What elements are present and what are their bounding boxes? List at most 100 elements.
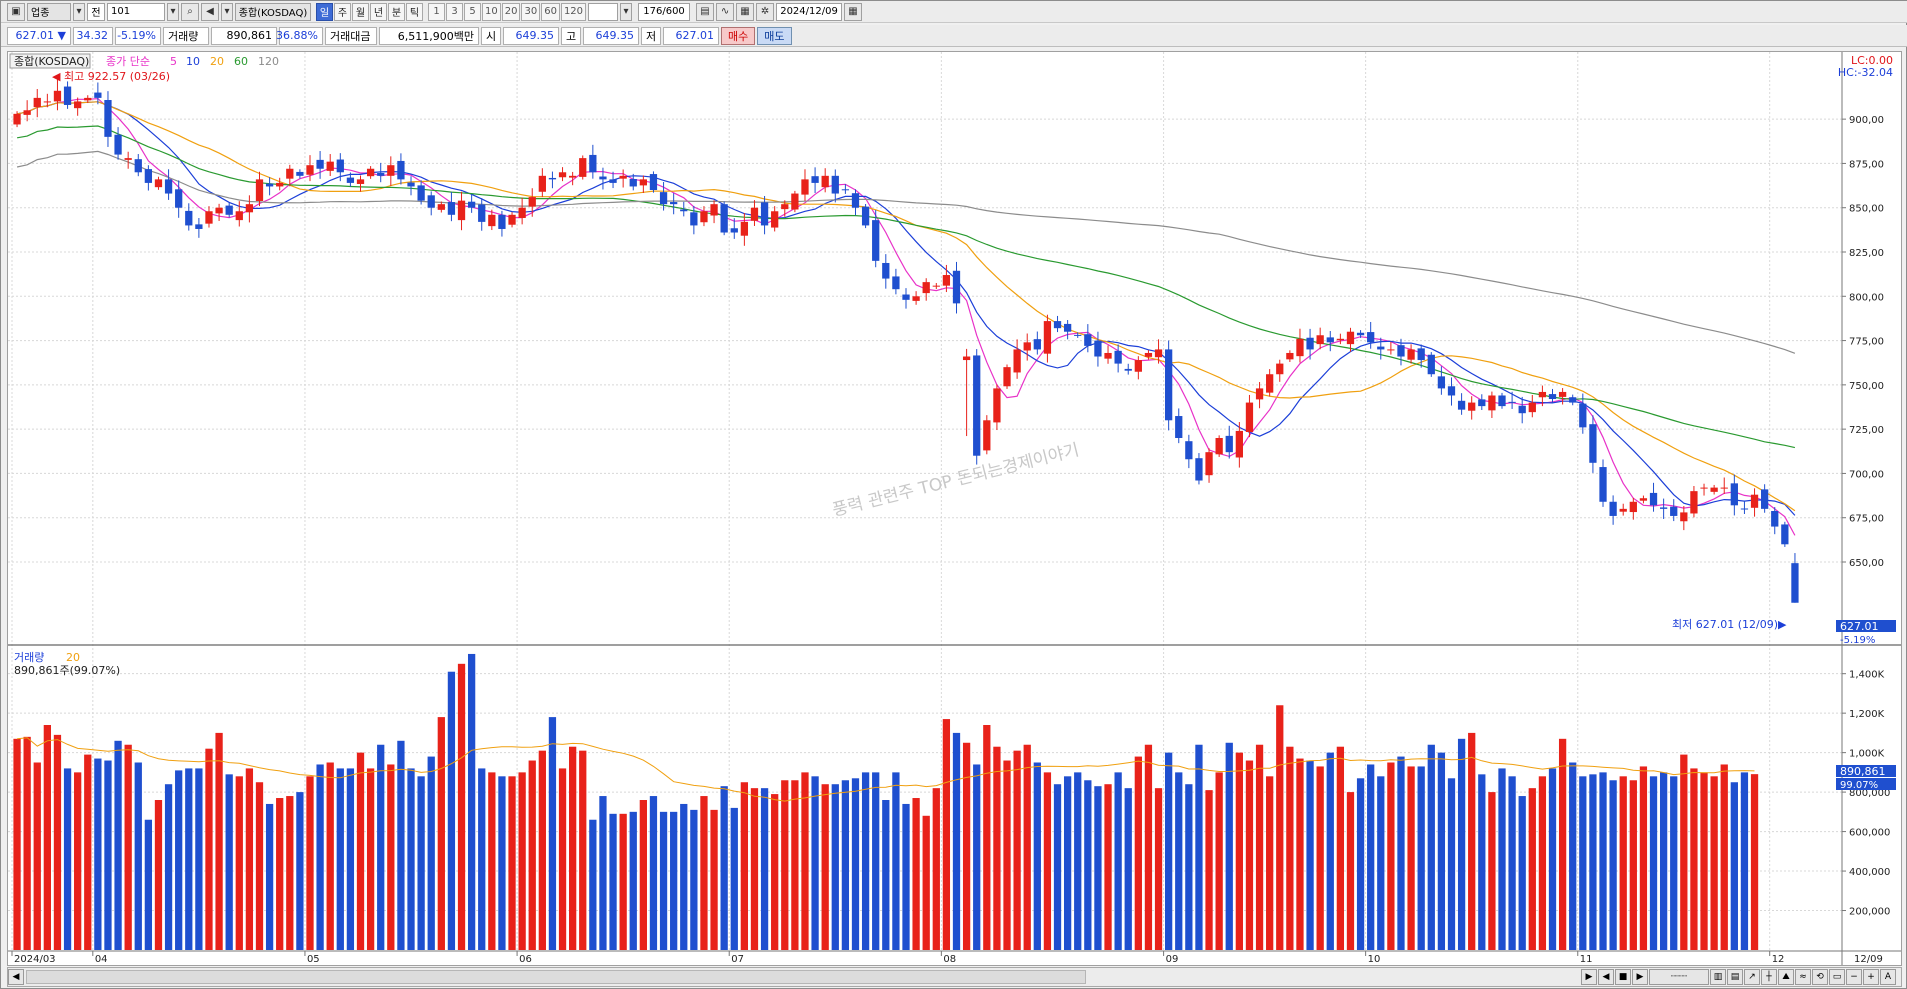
- volume-ratio: 36.88%: [276, 26, 323, 45]
- window-menu-icon[interactable]: ▣: [7, 2, 25, 21]
- period-tab-3[interactable]: 년: [370, 2, 387, 21]
- candle-body: [1245, 402, 1254, 432]
- candle-body: [1518, 405, 1526, 414]
- price-chart-area[interactable]: 풍력 관련주 TOP 돈되는경제이야기 900,00 875,00 850,00 82…: [7, 51, 1902, 966]
- volume-tick-label: 1,400K: [1849, 670, 1885, 681]
- market-select[interactable]: 업종: [27, 2, 71, 21]
- line-chart-icon[interactable]: ∿: [716, 2, 735, 21]
- candle-body: [558, 172, 567, 178]
- period-tab-1[interactable]: 주: [334, 2, 351, 21]
- candle-body: [427, 195, 435, 208]
- buy-button[interactable]: 매수: [721, 26, 756, 45]
- gear-icon[interactable]: ✲: [756, 2, 775, 21]
- candle-body: [1579, 403, 1587, 428]
- volume-bar: [215, 732, 223, 950]
- scroll-thumb[interactable]: [26, 970, 1086, 984]
- candle-body: [286, 168, 294, 179]
- market-dropdown-icon[interactable]: ▾: [73, 2, 85, 21]
- volume-bar: [912, 798, 920, 950]
- calendar-icon[interactable]: ▦: [844, 2, 863, 21]
- interval-button-5[interactable]: 5: [464, 2, 481, 21]
- bar-view-icon[interactable]: ▤: [1727, 969, 1743, 985]
- volume-bar: [1084, 780, 1092, 950]
- save-icon[interactable]: ▦: [736, 2, 755, 21]
- volume-bar: [1326, 752, 1334, 950]
- volume-bar: [508, 776, 516, 950]
- speed-slider[interactable]: ┈┈┈: [1649, 969, 1709, 985]
- period-tab-4[interactable]: 분: [388, 2, 405, 21]
- date-tick-label: 12: [1772, 954, 1785, 965]
- interval-input[interactable]: [588, 2, 619, 21]
- prev-button[interactable]: 전: [87, 2, 105, 21]
- chart-scrollbar[interactable]: ◀ ▶ ◀ ■ ▶ ┈┈┈ ▥ ▤ ↗ ┼ ⛰ ≈ ⟲ ▭ − + A: [7, 967, 1902, 987]
- period-tab-2[interactable]: 월: [352, 2, 369, 21]
- speaker-icon[interactable]: ◀: [201, 2, 219, 21]
- mountain-view-icon[interactable]: ⛰: [1778, 969, 1794, 985]
- first-page-icon[interactable]: ◀: [1598, 969, 1614, 985]
- candle-body: [1528, 402, 1536, 413]
- interval-button-3[interactable]: 3: [446, 2, 463, 21]
- expand-icon[interactable]: ▭: [1829, 969, 1845, 985]
- index-name-field: 종합(KOSDAQ): [235, 2, 311, 21]
- date-tick-label: 10: [1368, 954, 1381, 965]
- interval-button-60[interactable]: 60: [541, 2, 560, 21]
- index-title: 종합(KOSDAQ): [14, 55, 89, 68]
- candle-body: [771, 211, 779, 228]
- candle-body: [467, 201, 476, 208]
- volume-bar: [1033, 762, 1041, 950]
- candle-body: [205, 211, 213, 224]
- volume-bar: [225, 774, 233, 950]
- candle-body: [851, 193, 860, 208]
- candle-body: [1457, 400, 1466, 410]
- scroll-left-icon[interactable]: ◀: [8, 969, 24, 985]
- volume-bar: [1397, 756, 1405, 950]
- sell-button[interactable]: 매도: [757, 26, 792, 45]
- interval-button-1[interactable]: 1: [428, 2, 445, 21]
- code-dropdown-icon[interactable]: ▾: [167, 2, 179, 21]
- interval-button-120[interactable]: 120: [560, 2, 587, 21]
- date-tick-label: 08: [943, 954, 956, 965]
- candle-body: [1276, 363, 1284, 375]
- candle-body: [639, 179, 647, 186]
- volume-tick-label: 1,000K: [1849, 749, 1885, 760]
- candle-body: [457, 200, 466, 221]
- candle-body: [185, 210, 193, 226]
- scroll-right-icon[interactable]: ▶: [1581, 969, 1597, 985]
- candle-body: [53, 90, 62, 102]
- flow-view-icon[interactable]: ≈: [1795, 969, 1811, 985]
- interval-button-30[interactable]: 30: [521, 2, 541, 21]
- candle-view-icon[interactable]: ▥: [1710, 969, 1726, 985]
- candle-body: [518, 207, 526, 218]
- tick-view-icon[interactable]: ┼: [1761, 969, 1777, 985]
- bar-count-field[interactable]: 176/600: [638, 2, 691, 21]
- search-icon[interactable]: ⌕: [181, 2, 199, 21]
- interval-dropdown-icon[interactable]: ▾: [620, 2, 633, 21]
- zoom-in-icon[interactable]: +: [1863, 969, 1879, 985]
- volume-bar: [1569, 762, 1577, 950]
- play-icon[interactable]: ▶: [1632, 969, 1648, 985]
- candle-body: [1225, 435, 1233, 453]
- date-field[interactable]: 2024/12/09: [776, 2, 843, 21]
- candle-body: [1043, 321, 1052, 354]
- price-tick-label: 775,00: [1849, 337, 1884, 348]
- period-tab-5[interactable]: 틱: [406, 2, 423, 21]
- candle-body: [1023, 342, 1031, 351]
- zoom-out-icon[interactable]: −: [1846, 969, 1862, 985]
- volume-bar: [175, 770, 183, 950]
- stop-icon[interactable]: ■: [1615, 969, 1631, 985]
- period-tab-0[interactable]: 일: [316, 2, 333, 21]
- code-input[interactable]: 101: [107, 2, 165, 21]
- candle-body: [1488, 395, 1496, 411]
- candle-body: [1003, 367, 1011, 387]
- line-view-icon[interactable]: ↗: [1744, 969, 1760, 985]
- date-axis: 2024/03 04 05 06 07 08 09 10 11 12 12/09: [11, 951, 1883, 965]
- candle-type-icon[interactable]: ▤: [696, 2, 715, 21]
- volume-bar: [1447, 778, 1456, 950]
- reset-view-icon[interactable]: ⟲: [1812, 969, 1828, 985]
- font-size-icon[interactable]: A: [1880, 969, 1896, 985]
- candle-body: [235, 211, 243, 221]
- volume-bar: [649, 796, 658, 950]
- interval-button-20[interactable]: 20: [501, 2, 521, 21]
- interval-button-10[interactable]: 10: [482, 2, 501, 21]
- speaker-dropdown-icon[interactable]: ▾: [221, 2, 233, 21]
